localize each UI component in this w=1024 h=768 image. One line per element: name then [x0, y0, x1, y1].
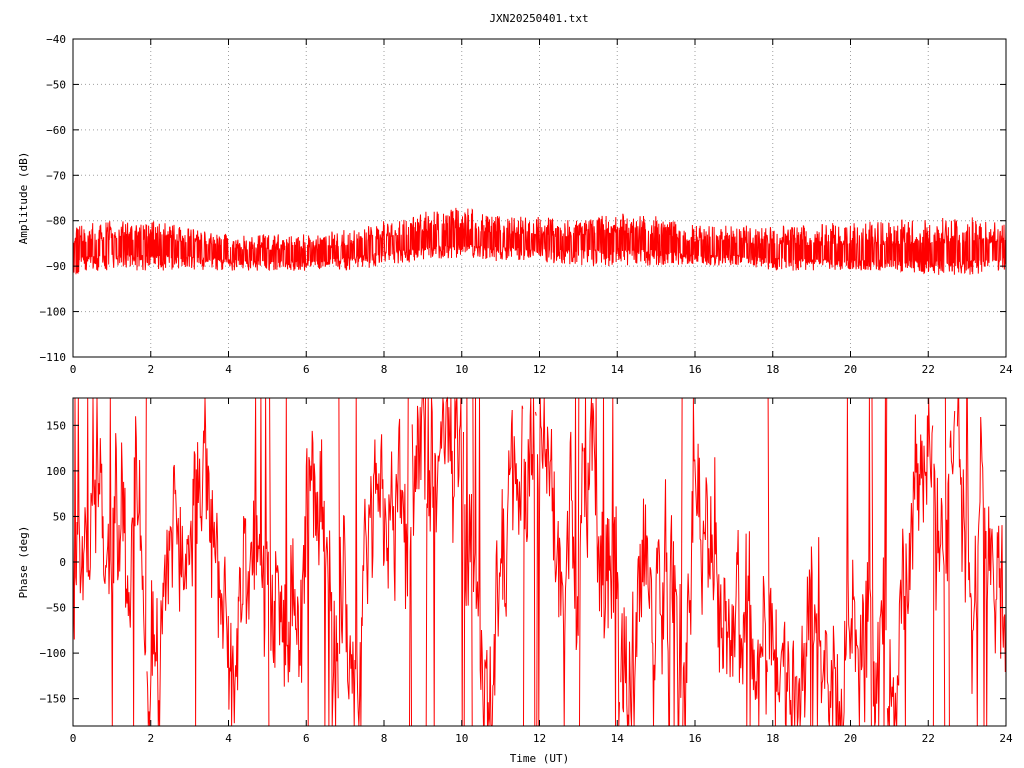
- x-tick-label: 2: [147, 363, 154, 376]
- y-tick-label: −50: [46, 78, 66, 91]
- y-tick-label: −60: [46, 124, 66, 137]
- amplitude-panel: 0 2 4 6 8 10 12 14 16 18 20 22 24 −40−50−60−70−80−90…: [17, 33, 1013, 376]
- y-tick-label: −150: [40, 693, 67, 706]
- y-tick-label: −70: [46, 169, 66, 182]
- phase-panel: 0 2 4 6 8 10 12 14 16 18 20 22 24 150100500−50−100−1…: [17, 396, 1013, 765]
- y-tick-label: −100: [40, 647, 67, 660]
- amplitude-y-tick-labels: −40 −50 −60 −70 −80 −90 −100 −110: [40, 33, 67, 364]
- y-tick-label: −90: [46, 260, 66, 273]
- x-tick-label: 12: [533, 732, 546, 745]
- x-tick-label: 24: [999, 732, 1013, 745]
- x-tick-label: 10: [455, 732, 468, 745]
- x-tick-label: 0: [70, 363, 77, 376]
- x-tick-label: 12: [533, 363, 546, 376]
- y-tick-label: −110: [40, 351, 67, 364]
- figure-title: JXN20250401.txt: [489, 12, 588, 25]
- x-tick-label: 22: [922, 732, 935, 745]
- y-tick-label: 150: [46, 419, 66, 432]
- amplitude-ticks: [72, 38, 1007, 358]
- amplitude-plot-frame: [72, 38, 1007, 358]
- y-tick-label: 100: [46, 465, 66, 478]
- phase-y-tick-labels: 150 100 50 0 −50 −100 −150: [40, 419, 67, 705]
- x-tick-label: 4: [225, 363, 232, 376]
- amplitude-y-axis-label: Amplitude (dB): [17, 152, 30, 245]
- x-tick-label: 6: [303, 732, 310, 745]
- x-tick-label: 14: [611, 363, 625, 376]
- x-tick-label: 2: [147, 732, 154, 745]
- phase-trace: [72, 396, 1007, 727]
- x-tick-label: 24: [999, 363, 1013, 376]
- amplitude-trace: [72, 207, 1007, 275]
- x-tick-label: 16: [688, 732, 701, 745]
- phase-y-axis-label: Phase (deg): [17, 526, 30, 599]
- amplitude-series-line: [72, 207, 1007, 275]
- x-tick-label: 8: [381, 732, 388, 745]
- x-tick-label: 6: [303, 363, 310, 376]
- x-tick-label: 18: [766, 363, 779, 376]
- phase-series-line: [72, 396, 1007, 727]
- y-tick-label: 50: [53, 510, 66, 523]
- y-tick-label: −100: [40, 306, 67, 319]
- x-tick-label: 14: [611, 732, 625, 745]
- x-tick-label: 20: [844, 732, 857, 745]
- phase-x-tick-labels: 0 2 4 6 8 10 12 14 16 18 20 22 24: [70, 732, 1013, 745]
- y-tick-label: −50: [46, 602, 66, 615]
- x-tick-label: 8: [381, 363, 388, 376]
- time-x-axis-label: Time (UT): [510, 752, 570, 765]
- y-tick-label: −80: [46, 215, 66, 228]
- amplitude-grid: [73, 39, 1006, 357]
- y-tick-label: 0: [59, 556, 66, 569]
- x-tick-label: 10: [455, 363, 468, 376]
- x-tick-label: 22: [922, 363, 935, 376]
- x-tick-label: 18: [766, 732, 779, 745]
- x-tick-label: 4: [225, 732, 232, 745]
- x-tick-label: 16: [688, 363, 701, 376]
- amplitude-x-tick-labels: 0 2 4 6 8 10 12 14 16 18 20 22 24: [70, 363, 1013, 376]
- phase-plot-frame: [72, 397, 1007, 727]
- x-tick-label: 20: [844, 363, 857, 376]
- x-tick-label: 0: [70, 732, 77, 745]
- y-tick-label: −40: [46, 33, 66, 46]
